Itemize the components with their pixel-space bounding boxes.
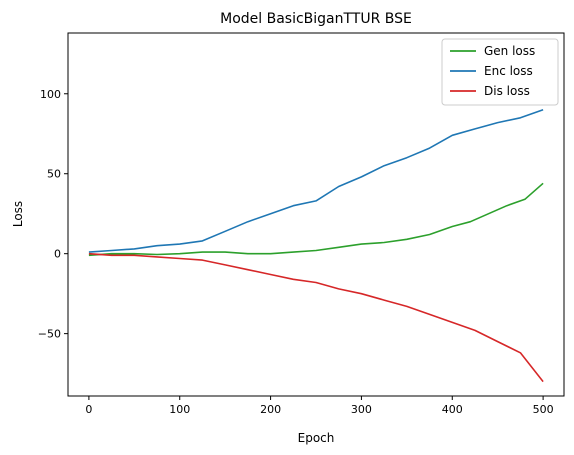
x-tick-label: 0: [85, 403, 92, 416]
y-tick-label: 100: [40, 88, 61, 101]
x-tick-label: 100: [169, 403, 190, 416]
series-line-enc-loss: [88, 109, 544, 253]
x-axis-ticks: 0 100 200 300 400 500: [85, 396, 554, 416]
x-axis-label: Epoch: [298, 431, 335, 445]
legend-label: Gen loss: [484, 44, 535, 58]
plot-lines: [88, 109, 544, 383]
legend: Gen loss Enc loss Dis loss: [441, 38, 559, 106]
x-tick-label: 200: [260, 403, 281, 416]
y-tick-label: 0: [54, 248, 61, 261]
chart-title: Model BasicBiganTTUR BSE: [220, 11, 412, 27]
plot-frame: [67, 32, 565, 397]
legend-label: Dis loss: [484, 84, 530, 98]
y-axis-label: Loss: [11, 201, 25, 227]
x-tick-label: 400: [442, 403, 463, 416]
legend-label: Enc loss: [484, 64, 533, 78]
legend-box: [441, 38, 559, 106]
series-line-dis-loss: [88, 252, 544, 383]
series-line-gen-loss: [88, 182, 544, 257]
y-tick-label: −50: [38, 328, 61, 341]
x-tick-label: 500: [533, 403, 554, 416]
y-tick-label: 50: [47, 168, 61, 181]
y-axis-ticks: −50 0 50 100: [38, 88, 68, 341]
x-tick-label: 300: [351, 403, 372, 416]
